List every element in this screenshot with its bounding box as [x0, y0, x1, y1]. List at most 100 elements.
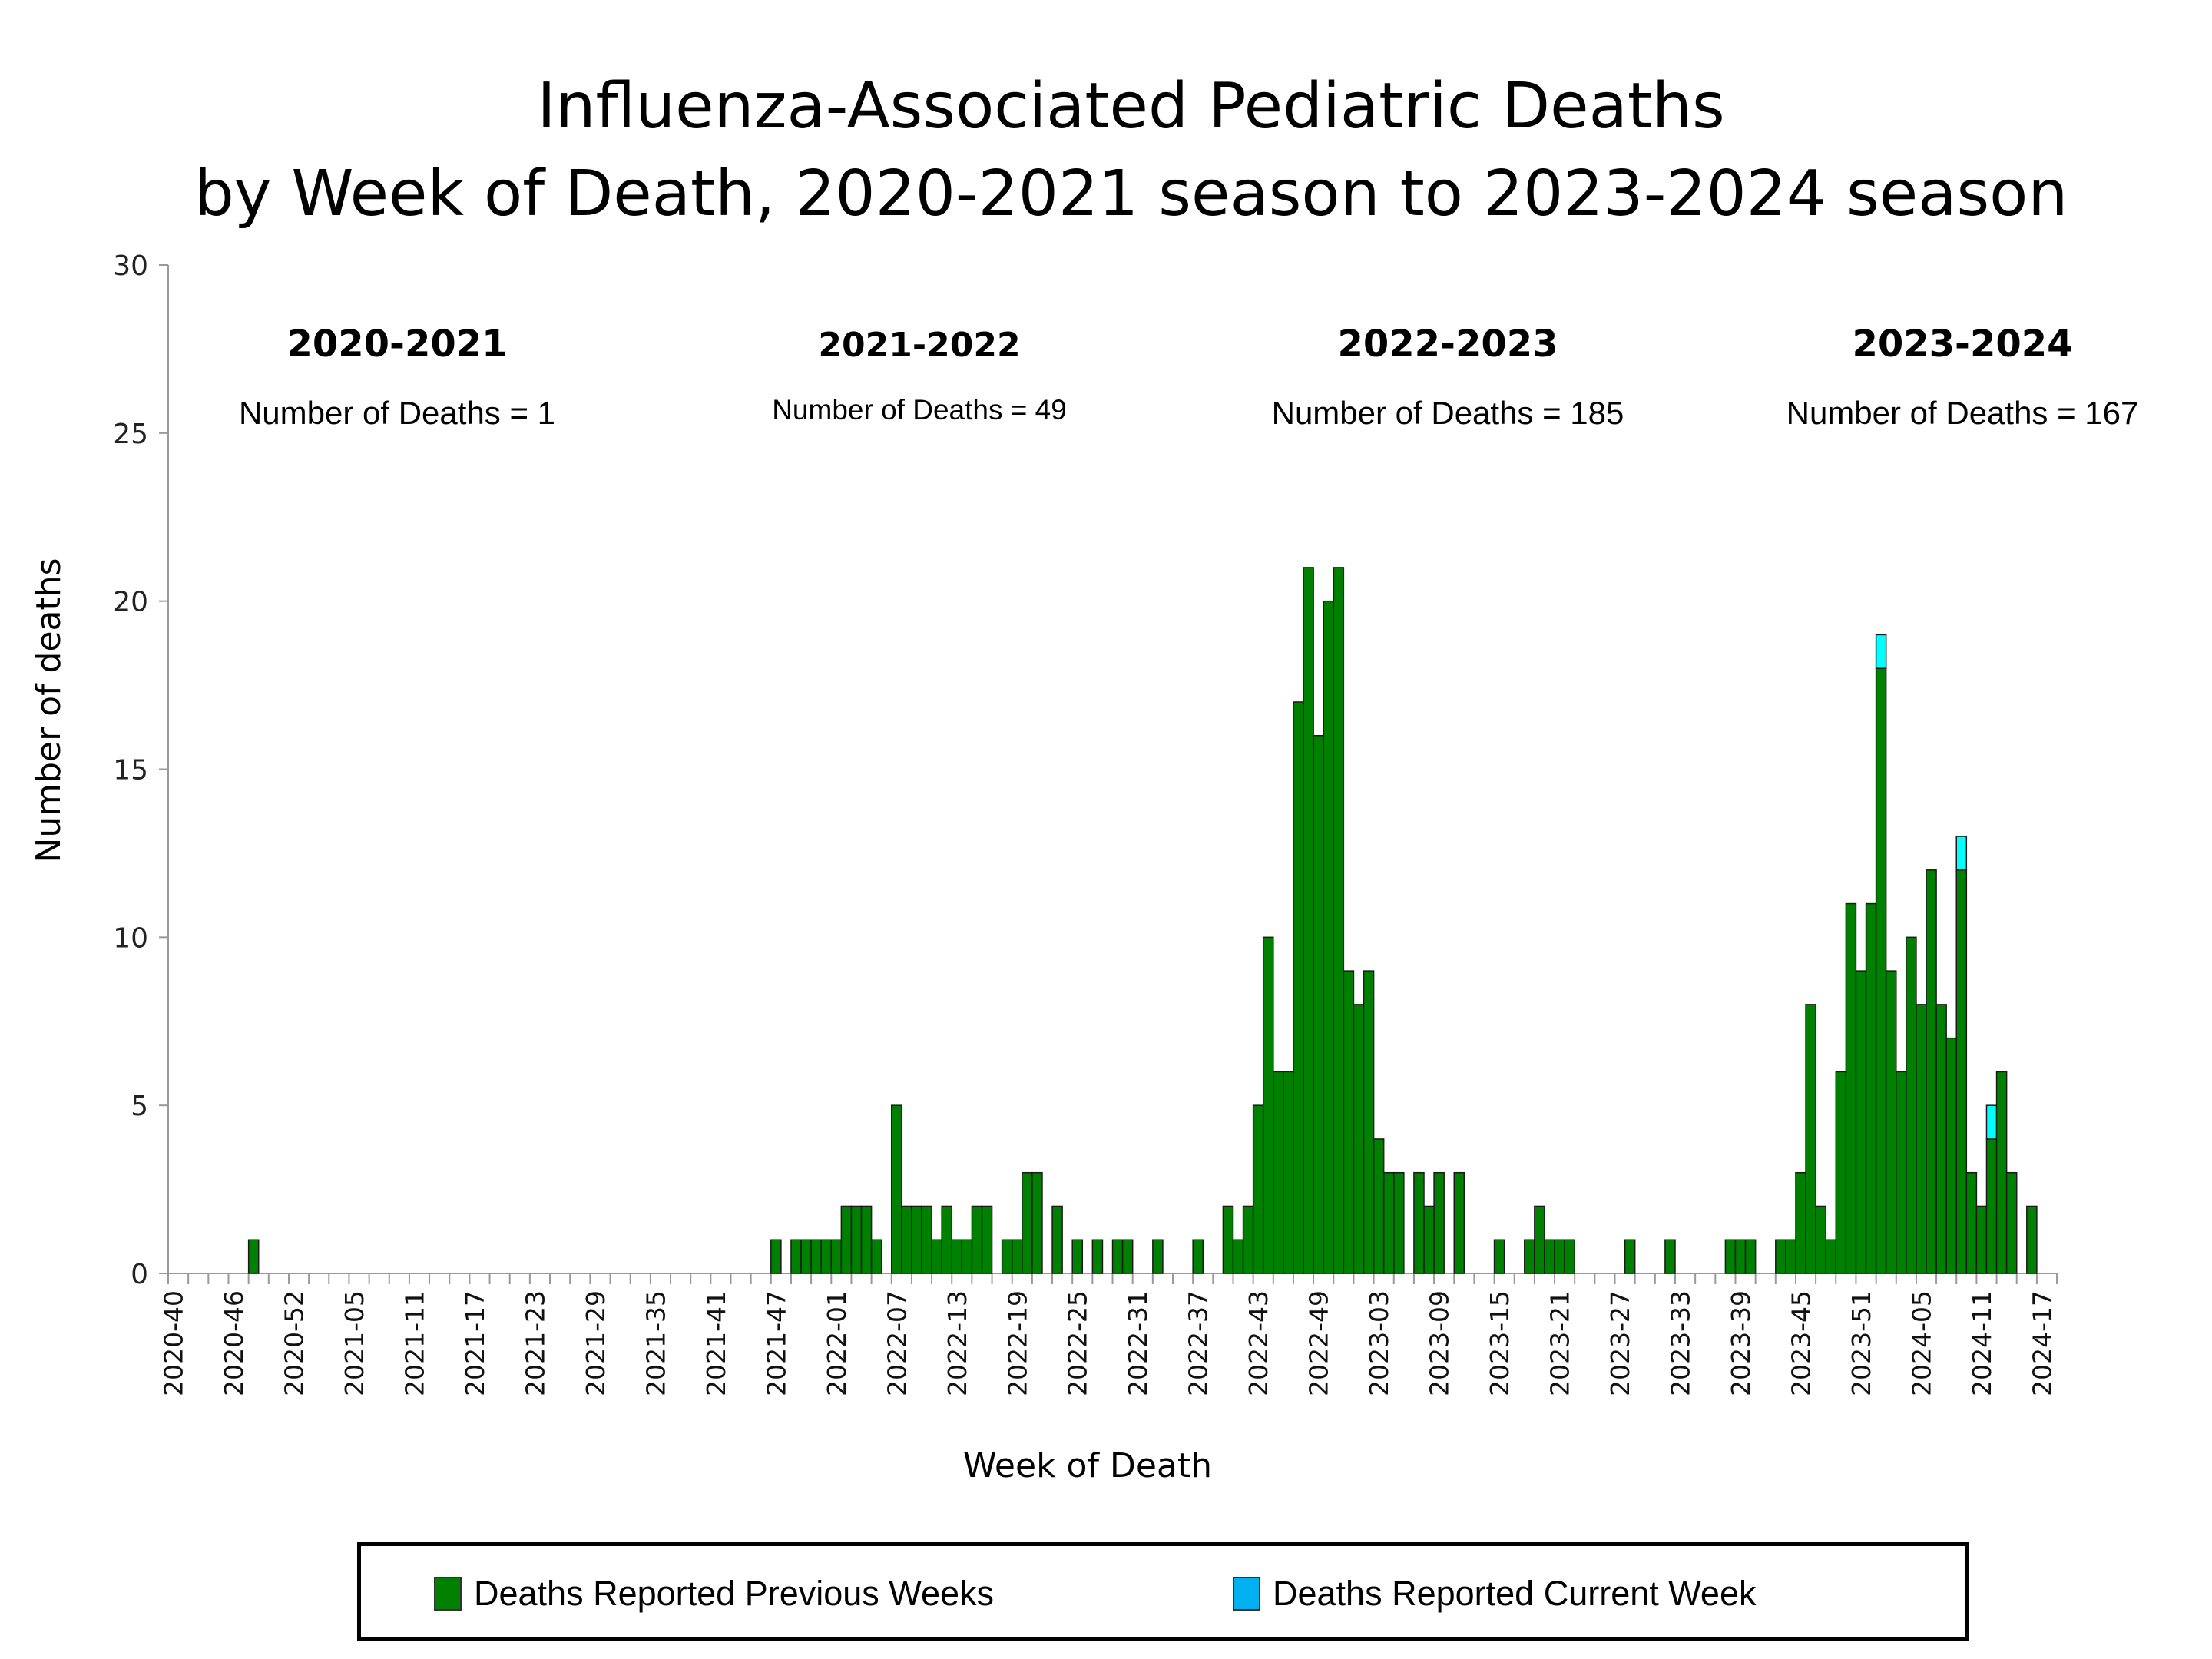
- x-tick-label: 2023-03: [1364, 1290, 1394, 1396]
- x-tick-label: 2021-29: [581, 1290, 611, 1396]
- bar-previous-weeks: [1945, 1037, 1957, 1274]
- season-death-count: Number of Deaths = 1: [238, 395, 556, 431]
- x-tick-label: 2023-39: [1726, 1290, 1756, 1396]
- bar-previous-weeks: [1744, 1239, 1757, 1274]
- bar-previous-weeks: [1373, 1138, 1385, 1274]
- x-tick-label: 2024-17: [2027, 1290, 2057, 1396]
- x-tick-label: 2024-05: [1906, 1290, 1936, 1396]
- legend-swatch-previous: [434, 1577, 462, 1611]
- bar-previous-weeks: [1544, 1239, 1555, 1274]
- x-tick-label: 2023-15: [1485, 1290, 1515, 1396]
- bar-previous-weeks: [921, 1205, 932, 1274]
- y-tick-label: 30: [113, 250, 148, 282]
- bar-previous-weeks: [1011, 1239, 1023, 1274]
- bar-previous-weeks: [1262, 936, 1274, 1274]
- x-tick-label: 2023-45: [1786, 1290, 1816, 1396]
- x-tick-label: 2021-47: [761, 1290, 791, 1396]
- x-tick-label: 2020-40: [159, 1290, 189, 1396]
- bar-previous-weeks: [1775, 1239, 1786, 1274]
- bar-previous-weeks: [1734, 1239, 1747, 1274]
- bar-previous-weeks: [1815, 1205, 1826, 1274]
- bar-previous-weeks: [1323, 600, 1335, 1274]
- bar-previous-weeks: [1855, 970, 1867, 1274]
- legend-swatch-current: [1233, 1577, 1260, 1611]
- season-label: 2022-2023: [1337, 323, 1558, 366]
- bar-previous-weeks: [1273, 1071, 1284, 1274]
- bar-previous-weeks: [1343, 970, 1355, 1274]
- bar-previous-weeks: [961, 1239, 973, 1274]
- bar-previous-weeks: [1936, 1004, 1947, 1274]
- bar-previous-weeks: [1825, 1239, 1837, 1274]
- y-tick-label: 0: [131, 1259, 148, 1290]
- bar-previous-weeks: [1413, 1171, 1425, 1274]
- bar-previous-weeks: [1152, 1239, 1164, 1274]
- x-tick-label: 2021-35: [641, 1290, 671, 1396]
- bar-previous-weeks: [800, 1239, 812, 1274]
- y-tick-label: 5: [131, 1091, 148, 1122]
- x-tick-label: 2022-37: [1184, 1290, 1214, 1396]
- x-tick-label: 2020-46: [219, 1290, 249, 1396]
- bar-previous-weeks: [860, 1205, 873, 1274]
- x-tick-label: 2023-09: [1425, 1290, 1455, 1396]
- bar-previous-weeks: [1805, 1004, 1816, 1274]
- bar-previous-weeks: [1423, 1205, 1435, 1274]
- bar-previous-weeks: [1524, 1239, 1535, 1274]
- bar-previous-weeks: [1995, 1071, 2008, 1274]
- legend-label-previous: Deaths Reported Previous Weeks: [474, 1574, 994, 1613]
- y-tick-label: 20: [113, 587, 148, 618]
- legend-label-current: Deaths Reported Current Week: [1273, 1574, 1757, 1613]
- bar-previous-weeks: [830, 1239, 843, 1274]
- bar-previous-weeks: [1071, 1239, 1084, 1274]
- bar-previous-weeks: [1232, 1239, 1244, 1274]
- bar-previous-weeks: [790, 1239, 802, 1274]
- bar-current-week: [1875, 634, 1887, 669]
- season-label: 2023-2024: [1852, 323, 2073, 366]
- bar-previous-weeks: [1242, 1205, 1254, 1274]
- bar-previous-weeks: [1926, 869, 1937, 1274]
- x-tick-label: 2021-05: [339, 1290, 369, 1396]
- season-annotation-2022-2023: 2022-2023 Number of Deaths = 185: [1272, 323, 1624, 432]
- x-tick-label: 2021-41: [701, 1290, 731, 1396]
- bar-previous-weeks: [1554, 1239, 1565, 1274]
- bar-previous-weeks: [1333, 567, 1345, 1274]
- bar-previous-weeks: [1975, 1205, 1988, 1274]
- legend-item-current-week: Deaths Reported Current Week: [1233, 1574, 1756, 1614]
- legend-item-previous-weeks: Deaths Reported Previous Weeks: [434, 1574, 994, 1614]
- bar-previous-weeks: [1453, 1171, 1465, 1274]
- season-death-count: Number of Deaths = 185: [1271, 395, 1624, 431]
- bar-previous-weeks: [1001, 1239, 1013, 1274]
- bar-previous-weeks: [1906, 936, 1917, 1274]
- x-tick-label: 2022-13: [942, 1290, 972, 1396]
- x-tick-label: 2023-27: [1605, 1290, 1635, 1396]
- bar-previous-weeks: [981, 1205, 993, 1274]
- bar-previous-weeks: [1031, 1171, 1043, 1274]
- bar-previous-weeks: [1363, 970, 1375, 1274]
- x-tick-label: 2023-21: [1545, 1290, 1575, 1396]
- season-death-count: Number of Deaths = 167: [1786, 395, 2139, 431]
- x-tick-label: 2022-31: [1123, 1290, 1153, 1396]
- y-axis-title: Number of deaths: [29, 558, 68, 863]
- season-label: 2021-2022: [818, 326, 1021, 365]
- bar-previous-weeks: [247, 1239, 260, 1274]
- bar-previous-weeks: [1965, 1171, 1978, 1274]
- bar-previous-weeks: [891, 1104, 902, 1274]
- bar-previous-weeks: [1051, 1205, 1063, 1274]
- x-tick-label: 2022-49: [1304, 1290, 1334, 1396]
- bar-previous-weeks: [1845, 902, 1857, 1274]
- bar-previous-weeks: [1724, 1239, 1737, 1274]
- x-tick-label: 2024-11: [1967, 1290, 1997, 1396]
- bar-current-week: [1955, 836, 1968, 871]
- bar-previous-weeks: [1121, 1239, 1134, 1274]
- bar-previous-weeks: [1955, 869, 1968, 1274]
- bar-previous-weeks: [810, 1239, 822, 1274]
- bar-previous-weeks: [1283, 1071, 1294, 1274]
- bar-previous-weeks: [1252, 1104, 1264, 1274]
- bar-previous-weeks: [850, 1205, 863, 1274]
- bar-previous-weeks: [1875, 667, 1887, 1274]
- y-tick-label: 25: [113, 419, 148, 450]
- bar-current-week: [1985, 1104, 1998, 1140]
- season-annotation-2021-2022: 2021-2022 Number of Deaths = 49: [772, 326, 1067, 426]
- x-tick-label: 2023-33: [1666, 1290, 1696, 1396]
- bar-previous-weeks: [1493, 1239, 1505, 1274]
